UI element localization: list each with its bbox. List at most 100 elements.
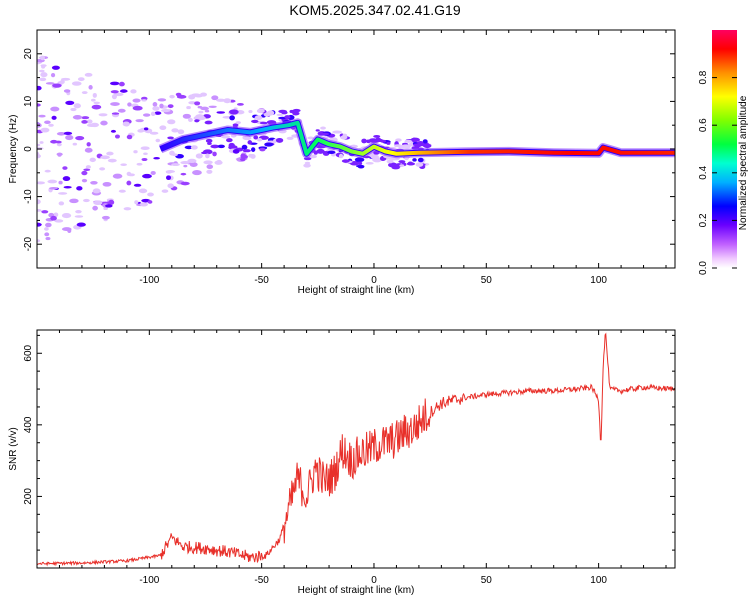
snr-x-label: Height of straight line (km) — [298, 585, 415, 596]
spectrogram-cell — [91, 98, 96, 102]
spectrogram-cell — [228, 145, 238, 150]
spectrogram-cell — [39, 69, 45, 73]
spectrogram-cell — [81, 170, 88, 176]
spectrogram-cell — [205, 153, 210, 159]
spectrogram-cell — [332, 130, 343, 134]
spectrogram-cell — [180, 161, 190, 165]
spectrogram-cell — [204, 109, 210, 113]
spectrogram-cell — [51, 115, 57, 120]
spectrogram-cell — [182, 113, 191, 119]
spectrogram-cell — [120, 163, 127, 167]
spectrogram-cell — [52, 83, 62, 88]
spectrogram-cell — [45, 82, 55, 85]
spectrogram-cell — [177, 129, 185, 135]
spectrogram-cell — [236, 103, 244, 106]
spectrogram-cell — [242, 135, 252, 141]
spectrogram-cell — [415, 162, 424, 167]
spectrogram-cell — [93, 200, 103, 206]
colorbar-label: Normalized spectral amplitude — [738, 95, 749, 230]
spectrogram-cell — [45, 222, 52, 228]
spectrogram-cell — [391, 165, 401, 170]
spectrogram-cell — [256, 138, 263, 142]
spectrogram-cell — [100, 155, 110, 160]
spectrogram-cell — [37, 181, 45, 185]
spectrogram-cell — [58, 192, 68, 195]
spectrogram-cell — [187, 158, 197, 164]
spectrogram-cell — [304, 161, 311, 165]
spectrogram-cell — [242, 149, 251, 153]
spectrogram-cell — [286, 136, 294, 140]
spectrogram-cell — [109, 81, 120, 86]
spectrogram-cell — [192, 170, 202, 176]
spectrogram-cell — [240, 154, 248, 159]
spectrogram-cell — [126, 171, 132, 176]
spectrogram-cell — [171, 163, 180, 167]
y-tick-label: 600 — [23, 344, 34, 361]
spectrogram-cell — [111, 94, 117, 100]
spectrogram-cell — [217, 144, 225, 149]
spectrogram-cell — [256, 108, 265, 114]
spectrogram-cell — [81, 91, 88, 94]
spectrogram-cell — [133, 150, 138, 154]
spectrogram-cell — [220, 135, 231, 139]
y-tick-label: 10 — [23, 95, 34, 107]
spectrogram-cell — [102, 181, 112, 187]
spectrogram-cell — [359, 165, 365, 168]
spectrogram-cell — [241, 144, 248, 150]
spectrogram-cell — [122, 121, 130, 127]
spectrogram-cell — [118, 81, 125, 87]
spectrogram-cell — [73, 103, 81, 109]
spectrogram-ridge — [158, 118, 675, 159]
spectrogram-cell — [190, 145, 198, 150]
spectrogram-noise — [37, 55, 432, 243]
spectrogram-cell — [99, 167, 106, 171]
spectrogram-cell — [61, 213, 72, 219]
spectrogram-cell — [198, 110, 204, 114]
spectrogram-cell — [157, 98, 167, 102]
spectrogram-cell — [149, 131, 159, 135]
spectrogram-cell — [112, 173, 123, 179]
spectrogram-cell — [340, 135, 348, 140]
spectrogram-cell — [307, 136, 315, 140]
spectrogram-cell — [235, 121, 241, 125]
spectrogram-cell — [195, 114, 205, 120]
x-tick-label: 100 — [590, 575, 607, 586]
spectrogram-cell — [259, 121, 268, 125]
spectrogram-cell — [263, 112, 271, 117]
snr-x-ticks: -100 -50 0 50 100 — [36, 330, 667, 586]
spectrogram-cell — [136, 162, 143, 166]
spectrogram-cell — [44, 169, 51, 173]
spectrogram-cell — [240, 157, 246, 162]
spectrogram-cell — [134, 200, 139, 205]
spectrogram-cell — [45, 237, 51, 241]
spectrogram-cell — [62, 176, 71, 182]
spectrogram-cell — [204, 120, 213, 125]
spectrogram-cell — [165, 170, 172, 174]
spectrogram-cell — [248, 109, 253, 114]
spectrogram-cell — [205, 138, 213, 143]
spectrogram-cell — [161, 109, 171, 113]
spectrogram-cell — [386, 141, 391, 145]
spectrogram-cell — [58, 180, 63, 185]
spectrogram-cell — [412, 158, 417, 162]
spectrogram-cell — [167, 119, 176, 125]
spectrogram-cell — [123, 207, 132, 211]
spectrogram-cell — [143, 127, 149, 131]
x-tick-label: -50 — [254, 275, 269, 286]
spectrogram-cell — [194, 119, 200, 123]
spectrogram-cell — [276, 113, 284, 117]
spectrogram-cell — [132, 98, 141, 103]
spectrogram-cell — [180, 172, 187, 176]
spectrogram-cell — [380, 139, 387, 143]
spectrogram-cell — [76, 222, 86, 227]
spectrogram-cell — [152, 106, 160, 111]
spectrogram-cell — [48, 123, 54, 127]
spectrogram-cell — [422, 139, 428, 144]
spectrogram-cell — [51, 65, 60, 70]
spectrogram-cell — [132, 105, 143, 111]
spectrogram-cell — [77, 77, 85, 82]
spectrogram-cell — [247, 140, 253, 145]
spectrogram-cell — [50, 73, 56, 78]
